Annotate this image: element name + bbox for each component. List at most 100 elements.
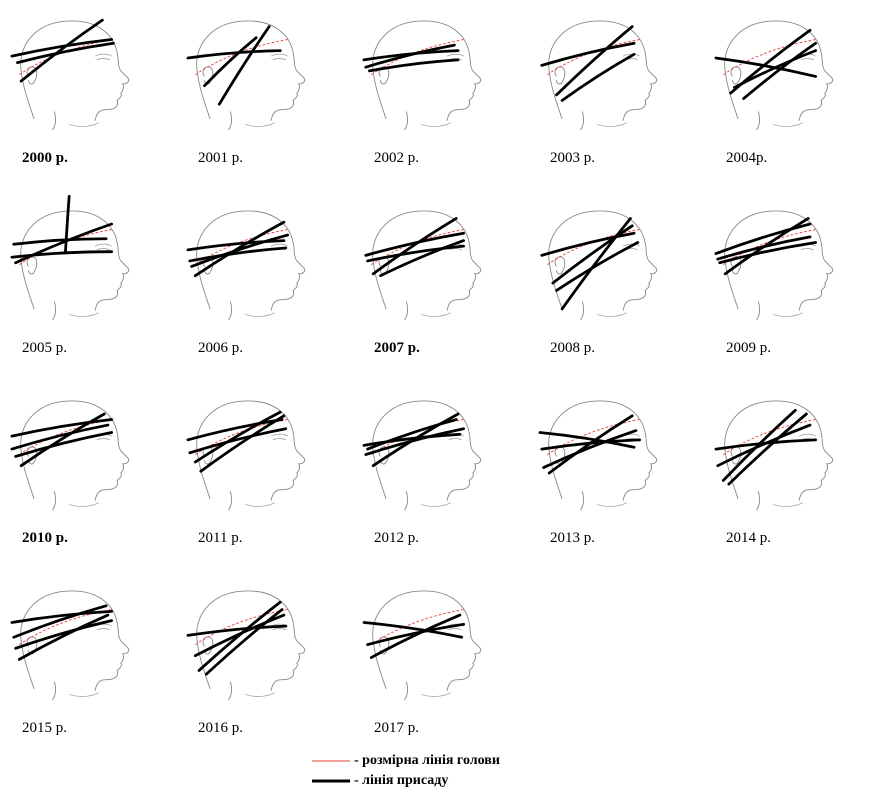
panel-2008: 2008 р.	[528, 190, 704, 380]
head-outline	[20, 20, 130, 121]
ear-outline	[26, 256, 38, 275]
fit-line-1	[714, 222, 812, 255]
collar-outline	[245, 122, 275, 127]
panel-2006: 2006 р.	[176, 190, 352, 380]
fit-line-4	[716, 423, 812, 468]
panel-caption: 2002 р.	[374, 150, 419, 166]
fit-line-4	[10, 423, 110, 451]
neck-outline	[52, 681, 57, 701]
panel-2003: 2003 р.	[528, 0, 704, 190]
neck-outline	[580, 491, 585, 511]
fit-line-4	[64, 194, 71, 254]
panel-caption: 2017 р.	[374, 720, 419, 736]
black-thick-line-icon	[312, 779, 350, 783]
panel-caption: 2006 р.	[198, 340, 243, 356]
panel-caption: 2001 р.	[198, 150, 243, 166]
panel-caption: 2012 р.	[374, 530, 419, 546]
brow-outline	[94, 53, 112, 57]
brow-outline	[798, 433, 816, 437]
brow-outline	[270, 243, 288, 247]
collar-outline	[597, 312, 627, 317]
fit-line-3	[366, 622, 465, 646]
fit-line-3	[14, 431, 113, 458]
head-outline	[548, 400, 658, 501]
neck-outline	[404, 491, 409, 511]
eye-outline	[800, 58, 814, 61]
collar-outline	[421, 122, 451, 127]
panel-caption: 2004р.	[726, 150, 768, 166]
collar-outline	[69, 502, 99, 507]
fit-line-1	[538, 431, 636, 449]
head-outline	[20, 590, 130, 691]
head-profile-icon	[540, 20, 658, 131]
head-profile-icon	[10, 400, 130, 511]
fit-line-3	[205, 608, 284, 676]
fit-line-2	[369, 613, 462, 659]
fit-line-2	[560, 217, 632, 311]
fit-line-4	[366, 244, 465, 263]
fit-line-1	[364, 231, 465, 257]
fit-line-2	[721, 408, 797, 482]
fit-line-3	[16, 41, 115, 64]
head-outline	[372, 400, 482, 501]
head-profile-icon	[10, 590, 130, 701]
eye-outline	[96, 438, 110, 441]
fit-line-1	[540, 41, 636, 67]
brow-outline	[270, 53, 288, 57]
head-outline	[372, 590, 482, 691]
collar-outline	[69, 692, 99, 697]
legend: - розмірна лінія голови - лінія присаду	[312, 752, 612, 792]
neck-outline	[404, 301, 409, 321]
fit-line-4	[190, 233, 289, 268]
fit-line-2	[12, 237, 108, 246]
fit-line-2	[17, 613, 110, 661]
fit-line-1	[362, 432, 462, 447]
head-outline	[20, 400, 130, 501]
head-profile-icon	[364, 210, 482, 321]
panel-caption: 2010 р.	[22, 530, 68, 546]
eye-outline	[272, 58, 286, 61]
neck-outline	[228, 491, 233, 511]
fit-line-1	[10, 38, 113, 58]
size-line	[723, 419, 816, 455]
head-outline	[548, 210, 658, 311]
size-line	[723, 39, 816, 75]
panel-2017: 2017 р.	[352, 570, 528, 760]
collar-outline	[421, 692, 451, 697]
head-outline	[196, 400, 306, 501]
head-outline	[20, 210, 130, 311]
fit-line-3	[379, 239, 465, 278]
fit-line-1	[540, 231, 636, 257]
collar-outline	[69, 312, 99, 317]
panel-caption: 2000 р.	[22, 150, 68, 166]
fit-line-4	[12, 604, 108, 639]
head-profile-icon	[10, 18, 130, 131]
collar-outline	[421, 502, 451, 507]
fit-line-4	[555, 241, 640, 292]
head-profile-icon	[10, 194, 130, 321]
fit-line-3	[203, 36, 258, 88]
neck-outline	[756, 491, 761, 511]
collar-outline	[597, 502, 627, 507]
brow-outline	[270, 433, 288, 437]
eye-outline	[96, 248, 110, 251]
fit-line-1	[714, 56, 817, 78]
size-line	[195, 39, 288, 75]
fit-line-1	[186, 418, 284, 442]
fit-line-4	[193, 410, 282, 464]
head-profile-icon	[362, 20, 482, 131]
collar-outline	[245, 312, 275, 317]
head-profile-icon	[714, 210, 834, 321]
head-outline	[196, 20, 306, 121]
head-outline	[372, 210, 482, 311]
panel-caption: 2003 р.	[550, 150, 595, 166]
collar-outline	[69, 122, 99, 127]
head-outline	[724, 210, 834, 311]
fit-line-2	[368, 58, 460, 73]
neck-outline	[228, 681, 233, 701]
panel-caption: 2013 р.	[550, 530, 595, 546]
fit-line-3	[364, 43, 456, 69]
legend-size-line: - розмірна лінія голови	[312, 752, 500, 770]
legend-fit-line-label: - лінія присаду	[354, 773, 449, 788]
fit-line-4	[716, 235, 812, 261]
